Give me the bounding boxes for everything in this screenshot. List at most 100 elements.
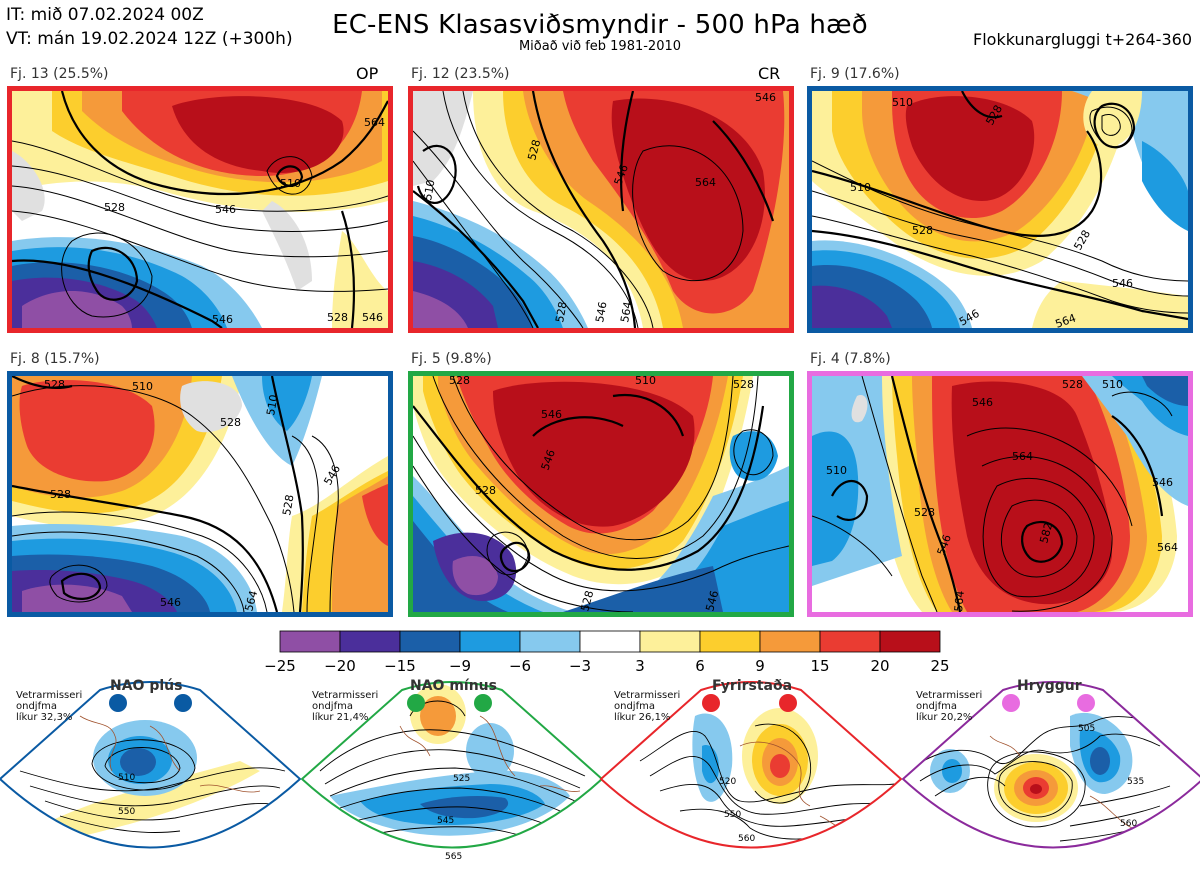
cluster-1-tag: OP bbox=[356, 64, 379, 83]
cluster-5-contour-label: 510 bbox=[635, 376, 656, 387]
colorbar-swatch bbox=[399, 630, 461, 653]
regime-1-title: NAO plús bbox=[110, 678, 183, 694]
colorbar-tick-label: 9 bbox=[755, 657, 765, 675]
cluster-6-contour-label: 564 bbox=[952, 590, 967, 612]
cluster-4-contour-label: 564 bbox=[242, 589, 260, 612]
regime-2-contour-label: 525 bbox=[453, 774, 470, 784]
cluster-3-contour-label: 528 bbox=[912, 224, 933, 237]
classification-window: Flokkunargluggi t+264-360 bbox=[973, 30, 1192, 49]
regime-1-note: Vetrarmisseri ondjfma líkur 32,3% bbox=[16, 690, 83, 723]
colorbar-tick-label: 20 bbox=[870, 657, 889, 675]
cluster-5-contour-label: 528 bbox=[449, 376, 470, 387]
colorbar-tick-label: 6 bbox=[695, 657, 705, 675]
colorbar-swatch bbox=[879, 630, 941, 653]
regime-3-contour-label: 520 bbox=[719, 777, 736, 787]
cluster-2-contour-label: 546 bbox=[593, 301, 609, 324]
regime-4-contour-label: 560 bbox=[1120, 819, 1137, 829]
colorbar-swatch bbox=[819, 630, 881, 653]
cluster-3-label: Fj. 9 (17.6%) bbox=[810, 66, 900, 82]
cluster-2-contour-label: 564 bbox=[618, 301, 634, 324]
cluster-1-contour-label: 546 bbox=[212, 313, 233, 326]
cluster-6-contour-label: 546 bbox=[1152, 476, 1173, 489]
regime-4-note: Vetrarmisseri ondjfma líkur 20,2% bbox=[916, 690, 983, 723]
colorbar-swatch bbox=[579, 630, 641, 653]
cluster-6-contour-label: 546 bbox=[972, 396, 993, 409]
colorbar-swatch bbox=[759, 630, 821, 653]
regime-1-contour-label: 510 bbox=[118, 773, 135, 783]
regime-4-contour-label: 505 bbox=[1078, 724, 1095, 734]
colorbar-tick-label: −25 bbox=[265, 657, 296, 675]
cluster-5-contour-label: 546 bbox=[703, 589, 721, 612]
colorbar-tick-label: −9 bbox=[449, 657, 471, 675]
colorbar-tick-label: 3 bbox=[635, 657, 645, 675]
regime-3-contour-label: 560 bbox=[738, 834, 755, 844]
colorbar: −25 −20 −15 −9 −6 −3 3 6 9 15 20 25 bbox=[265, 630, 950, 675]
cluster-6-contour-label: 510 bbox=[1102, 378, 1123, 391]
cluster-5-contour-label: 528 bbox=[733, 378, 754, 391]
cluster-6-label: Fj. 4 (7.8%) bbox=[810, 351, 891, 367]
colorbar-tick-label: −3 bbox=[569, 657, 591, 675]
cluster-2-contour-label: 510 bbox=[421, 179, 437, 202]
regime-2-note: Vetrarmisseri ondjfma líkur 21,4% bbox=[312, 690, 379, 723]
cluster-6-map: 528 546 510 510 564 528 546 582 546 564 … bbox=[807, 371, 1193, 617]
colorbar-swatch bbox=[279, 630, 341, 653]
regime-3-title: Fyrirstaða bbox=[712, 678, 793, 694]
regime-4-title: Hryggur bbox=[1017, 678, 1082, 694]
cluster-2-contour-label: 546 bbox=[755, 91, 776, 104]
cluster-2-contour-label: 528 bbox=[553, 301, 569, 324]
cluster-4-contour-label: 528 bbox=[50, 488, 71, 501]
cluster-4-label: Fj. 8 (15.7%) bbox=[10, 351, 100, 367]
cluster-1-contour-label: 528 bbox=[104, 201, 125, 214]
cluster-1-contour-label: 510 bbox=[280, 177, 301, 190]
colorbar-swatch bbox=[699, 630, 761, 653]
cluster-6-contour-label: 528 bbox=[914, 506, 935, 519]
regime-3-note: Vetrarmisseri ondjfma líkur 26,1% bbox=[614, 690, 681, 723]
cluster-3-contour-label: 564 bbox=[1054, 311, 1078, 328]
cluster-3-contour-label: 510 bbox=[892, 96, 913, 109]
colorbar-swatch bbox=[639, 630, 701, 653]
colorbar-tick-label: −15 bbox=[384, 657, 416, 675]
cluster-6-contour-label: 528 bbox=[1062, 378, 1083, 391]
valid-time: VT: mán 19.02.2024 12Z (+300h) bbox=[6, 29, 293, 49]
cluster-5-contour-label: 528 bbox=[578, 589, 596, 612]
cluster-2-contour-label: 564 bbox=[695, 176, 716, 189]
cluster-2-map: 528 510 546 564 528 546 564 546 bbox=[408, 86, 794, 333]
cluster-1-map: 528 546 510 546 528 546 564 bbox=[7, 86, 393, 333]
cluster-4-contour-label: 510 bbox=[132, 380, 153, 393]
regime-4-contour-label: 535 bbox=[1127, 777, 1144, 787]
cluster-2-tag: CR bbox=[758, 64, 781, 83]
cluster-1-contour-label: 528 bbox=[327, 311, 348, 324]
cluster-3-contour-label: 510 bbox=[850, 181, 871, 194]
cluster-2-contour-label: 528 bbox=[525, 138, 543, 162]
cluster-6-contour-label: 510 bbox=[826, 464, 847, 477]
cluster-1-label: Fj. 13 (25.5%) bbox=[10, 66, 109, 82]
cluster-1-contour-label: 546 bbox=[215, 203, 236, 216]
colorbar-tick-label: −20 bbox=[324, 657, 356, 675]
cluster-4-contour-label: 528 bbox=[44, 378, 65, 391]
colorbar-tick-label: 15 bbox=[810, 657, 829, 675]
page-title: EC-ENS Klasasviðsmyndir - 500 hPa hæð bbox=[332, 10, 868, 40]
cluster-5-contour-label: 528 bbox=[475, 484, 496, 497]
cluster-4-contour-label: 510 bbox=[264, 394, 280, 417]
regime-panels: 510 550 525 545 565 bbox=[0, 681, 1200, 862]
cluster-4-contour-label: 528 bbox=[220, 416, 241, 429]
page-subtitle: Miðað við feb 1981-2010 bbox=[518, 39, 682, 54]
cluster-3-contour-label: 546 bbox=[1112, 277, 1133, 290]
colorbar-tick-label: −6 bbox=[509, 657, 531, 675]
colorbar-swatch bbox=[339, 630, 401, 653]
cluster-6-contour-label: 582 bbox=[1037, 521, 1055, 545]
cluster-6-contour-label: 564 bbox=[1157, 541, 1178, 554]
cluster-4-contour-label: 546 bbox=[160, 596, 181, 609]
cluster-5-label: Fj. 5 (9.8%) bbox=[411, 351, 492, 367]
cluster-1-contour-label: 564 bbox=[364, 116, 385, 129]
init-time: IT: mið 07.02.2024 00Z bbox=[6, 5, 204, 25]
regime-2-contour-label: 565 bbox=[445, 852, 462, 862]
regime-2-title: NAO mínus bbox=[410, 678, 497, 694]
regime-3-contour-label: 550 bbox=[724, 810, 741, 820]
cluster-2-label: Fj. 12 (23.5%) bbox=[411, 66, 510, 82]
colorbar-swatch bbox=[519, 630, 581, 653]
cluster-3-map: 510 528 510 528 528 546 546 564 bbox=[807, 86, 1193, 333]
cluster-5-contour-label: 546 bbox=[541, 408, 562, 421]
colorbar-tick-label: 25 bbox=[930, 657, 949, 675]
regime-1-contour-label: 550 bbox=[118, 807, 135, 817]
